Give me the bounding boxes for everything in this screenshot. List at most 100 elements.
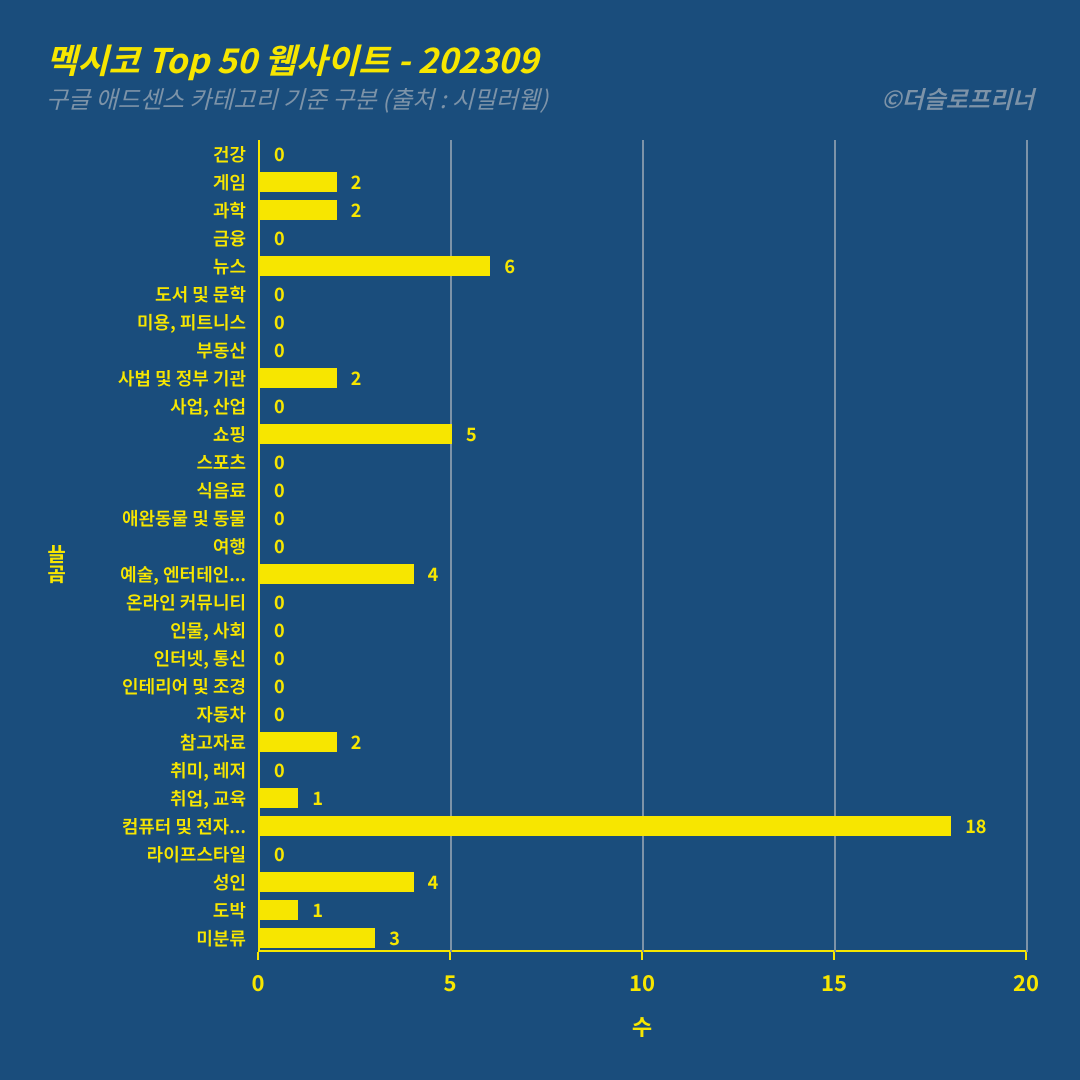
bar-row: 게임2 (258, 168, 1026, 196)
bar-row: 과학2 (258, 196, 1026, 224)
bar-value-label: 0 (260, 588, 285, 616)
bar-row: 성인4 (258, 868, 1026, 896)
bar (260, 732, 337, 752)
bar-row: 여행0 (258, 532, 1026, 560)
bar-row: 애완동물 및 동물0 (258, 504, 1026, 532)
category-label: 식음료 (196, 476, 258, 504)
bar (260, 368, 337, 388)
bar-value-label: 2 (337, 728, 362, 756)
bar-value-label: 0 (260, 532, 285, 560)
category-label: 성인 (213, 868, 258, 896)
category-label: 취미, 레저 (170, 756, 258, 784)
bar (260, 256, 490, 276)
category-label: 컴퓨터 및 전자... (122, 812, 258, 840)
category-label: 인물, 사회 (170, 616, 258, 644)
category-label: 뉴스 (213, 252, 258, 280)
category-label: 예술, 엔터테인... (120, 560, 258, 588)
bar-value-label: 1 (298, 784, 323, 812)
bar-value-label: 0 (260, 280, 285, 308)
bar-value-label: 18 (951, 812, 986, 840)
bar-row: 인터넷, 통신0 (258, 644, 1026, 672)
bar-value-label: 0 (260, 840, 285, 868)
gridline (1026, 140, 1028, 952)
category-label: 라이프스타일 (147, 840, 258, 868)
bar (260, 788, 298, 808)
bar (260, 424, 452, 444)
category-label: 자동차 (196, 700, 258, 728)
bar-row: 도서 및 문학0 (258, 280, 1026, 308)
category-label: 도서 및 문학 (155, 280, 258, 308)
bar-value-label: 0 (260, 476, 285, 504)
category-label: 인터넷, 통신 (154, 644, 258, 672)
bar-value-label: 0 (260, 756, 285, 784)
category-label: 스포츠 (196, 448, 258, 476)
category-label: 사업, 산업 (170, 392, 258, 420)
bar-row: 예술, 엔터테인...4 (258, 560, 1026, 588)
bar-value-label: 0 (260, 616, 285, 644)
category-label: 게임 (213, 168, 258, 196)
category-label: 도박 (213, 896, 258, 924)
bar-row: 컴퓨터 및 전자...18 (258, 812, 1026, 840)
chart-container: 멕시코 Top 50 웹사이트 - 202309 구글 애드센스 카테고리 기준… (0, 0, 1080, 1080)
category-label: 금융 (213, 224, 258, 252)
plot-area: 수 05101520건강0게임2과학2금융0뉴스6도서 및 문학0미용, 피트니… (258, 140, 1026, 952)
bar-value-label: 0 (260, 140, 285, 168)
bar-value-label: 0 (260, 336, 285, 364)
bar-row: 취업, 교육1 (258, 784, 1026, 812)
bar-value-label: 6 (490, 252, 515, 280)
bar-row: 도박1 (258, 896, 1026, 924)
x-tick-label: 15 (821, 952, 847, 998)
bar-row: 부동산0 (258, 336, 1026, 364)
category-label: 미분류 (196, 924, 258, 952)
bar-value-label: 5 (452, 420, 477, 448)
x-tick-label: 0 (252, 952, 265, 998)
bar-row: 뉴스6 (258, 252, 1026, 280)
bar-row: 취미, 레저0 (258, 756, 1026, 784)
bar (260, 816, 951, 836)
bar (260, 200, 337, 220)
category-label: 과학 (213, 196, 258, 224)
bar-row: 스포츠0 (258, 448, 1026, 476)
bar (260, 900, 298, 920)
bar-value-label: 4 (414, 868, 439, 896)
chart-subtitle: 구글 애드센스 카테고리 기준 구분 (출처 : 시밀러웹) (46, 80, 548, 115)
y-axis-label: 분류 (42, 546, 71, 586)
chart-title: 멕시코 Top 50 웹사이트 - 202309 (46, 34, 538, 83)
bar-value-label: 0 (260, 644, 285, 672)
bar-row: 인물, 사회0 (258, 616, 1026, 644)
bar-value-label: 0 (260, 504, 285, 532)
bar-row: 미분류3 (258, 924, 1026, 952)
bar-row: 자동차0 (258, 700, 1026, 728)
bar-value-label: 0 (260, 448, 285, 476)
bar-row: 라이프스타일0 (258, 840, 1026, 868)
category-label: 사법 및 정부 기관 (118, 364, 258, 392)
category-label: 건강 (213, 140, 258, 168)
bar-value-label: 1 (298, 896, 323, 924)
x-tick-label: 10 (629, 952, 655, 998)
bar-row: 건강0 (258, 140, 1026, 168)
category-label: 미용, 피트니스 (137, 308, 258, 336)
category-label: 쇼핑 (213, 420, 258, 448)
category-label: 여행 (213, 532, 258, 560)
bar-value-label: 3 (375, 924, 400, 952)
bar (260, 872, 414, 892)
category-label: 취업, 교육 (170, 784, 258, 812)
x-tick-label: 20 (1013, 952, 1039, 998)
bar-row: 사법 및 정부 기관2 (258, 364, 1026, 392)
category-label: 참고자료 (180, 728, 258, 756)
bar-row: 쇼핑5 (258, 420, 1026, 448)
bar-value-label: 0 (260, 224, 285, 252)
bar-row: 참고자료2 (258, 728, 1026, 756)
bar-value-label: 2 (337, 196, 362, 224)
bar-value-label: 0 (260, 672, 285, 700)
category-label: 애완동물 및 동물 (122, 504, 258, 532)
category-label: 인테리어 및 조경 (122, 672, 258, 700)
bar-row: 인테리어 및 조경0 (258, 672, 1026, 700)
bar-row: 온라인 커뮤니티0 (258, 588, 1026, 616)
bar-row: 미용, 피트니스0 (258, 308, 1026, 336)
bar (260, 172, 337, 192)
category-label: 온라인 커뮤니티 (126, 588, 258, 616)
bar-value-label: 2 (337, 364, 362, 392)
bar-value-label: 2 (337, 168, 362, 196)
bar-value-label: 0 (260, 392, 285, 420)
